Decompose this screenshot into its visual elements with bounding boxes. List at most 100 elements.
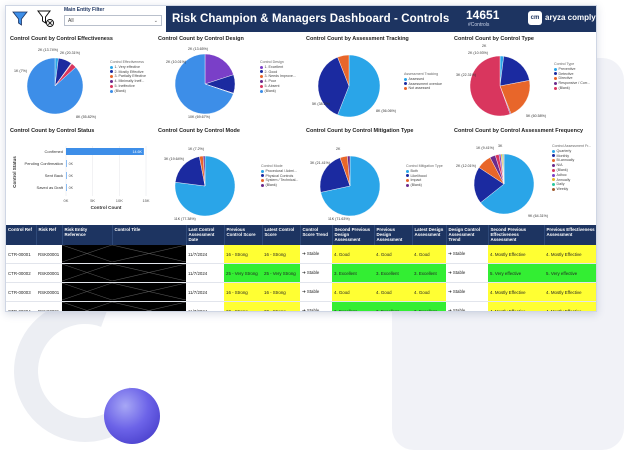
legend-item[interactable]: (Blank) [554,86,590,91]
column-header[interactable]: Design Control Assessment Trend [446,225,489,245]
pie-slice[interactable] [480,153,535,215]
page-title: Risk Champion & Managers Dashboard - Con… [172,13,450,25]
column-header[interactable]: Risk Ref [36,225,63,245]
legend-item[interactable]: Detective [554,72,590,77]
legend-item[interactable]: Directive [554,76,590,81]
legend-label: Assessed [408,76,425,81]
table-row[interactable]: CTR-00001 RSK00001 11/7/2024 16 - Strong 16 … [6,245,596,264]
table-row[interactable]: CTR-00004 RSK00001 11/7/2024 20 - Strong 20 … [6,301,596,311]
legend-item[interactable]: System / Technical... [261,178,298,183]
pie-slice[interactable] [337,54,381,118]
column-header[interactable]: Control Ref [6,225,37,245]
legend-item[interactable]: Bi-annually [552,158,591,163]
category-label: Confirmed [45,149,63,154]
legend-item[interactable]: 1. Very effective [110,65,146,70]
pie-slice[interactable] [473,167,505,203]
column-header[interactable]: Latest Design Assessment [412,225,447,245]
score-trend-cell: ➔ Stable [300,301,332,311]
legend-item[interactable]: Daily [552,182,591,187]
chart-title: Control Count by Control Assessment Freq… [454,128,584,134]
pie-slice[interactable] [347,155,351,187]
pie-slice[interactable] [499,56,530,87]
funnel-filter-button[interactable] [10,9,30,29]
legend-item[interactable]: Both [406,169,443,174]
column-header[interactable]: Previous Effectiveness Assessment [544,225,596,245]
latest-score-cell: 16 - Strong [262,245,300,264]
legend-item[interactable]: Likelihood [406,174,443,179]
chart-legend: Control Effectiveness 1. Very effective 2.… [110,60,146,94]
pie-slice[interactable] [320,155,381,217]
legend-item[interactable]: 3. Partially Effective [110,74,146,79]
legend-item[interactable]: Impact [406,178,443,183]
pie-slice[interactable] [26,57,84,115]
column-header[interactable]: Second Previous Effectiveness Assessment [488,225,545,245]
pie-slice[interactable] [204,53,234,85]
column-header[interactable]: Second Previous Design Assessment [332,225,375,245]
pie-slice[interactable] [319,157,351,193]
legend-swatch [260,84,263,88]
bar[interactable] [66,160,67,167]
legend-item[interactable]: (Blank) [260,89,296,94]
image-placeholder-icon [62,282,112,301]
bar[interactable] [66,172,67,179]
bar[interactable] [66,184,67,191]
chart-legend: Control Design 1. Excellent 2. Good 3. Need… [260,60,296,94]
legend-item[interactable]: Responsive / Corr... [554,81,590,86]
legend-item[interactable]: 2. Mostly Effective [110,70,146,75]
legend-item[interactable]: 4. Minimally Ineff... [110,79,146,84]
legend-item[interactable]: (Blank) [110,89,146,94]
risk-entity-image-cell [62,282,112,302]
legend-item[interactable]: Weekly [552,187,591,192]
table-row[interactable]: CTR-00002 RSK00001 11/7/2024 25 - Very Stro… [6,263,596,283]
category-label: Saved as Draft [37,185,64,190]
legend-item[interactable]: Assessed [404,77,442,82]
legend-item[interactable]: Quarterly [552,149,591,154]
legend-item[interactable]: 1. Excellent [260,65,296,70]
pie-slice[interactable] [317,56,350,116]
pie-slice[interactable] [175,156,206,187]
legend-item[interactable]: Not assessed [404,86,442,91]
legend-item[interactable]: Preventive [554,67,590,72]
legend-item[interactable]: 4. Poor [260,79,296,84]
legend-item[interactable]: 3. Needs Improve... [260,74,296,79]
pie-slice[interactable] [174,155,236,217]
legend-label: 2. Mostly Effective [114,69,144,74]
legend-item[interactable]: Adhoc [552,173,591,178]
legend-item[interactable]: (Blank) [261,183,298,188]
legend-item[interactable]: 5. Absent [260,84,296,89]
legend-item[interactable]: Physical Controls [261,174,298,179]
clear-filter-button[interactable] [36,9,56,29]
pie-slice[interactable] [499,80,531,115]
legend-item[interactable]: Assessment overdue [404,82,442,87]
column-header[interactable]: Control Score Trend [300,225,333,245]
legend-item[interactable]: (Blank) [552,168,591,173]
pie-slice[interactable] [469,55,511,117]
legend-item[interactable]: Annually [552,178,591,183]
pie-slice[interactable] [337,54,350,87]
column-header[interactable]: Previous Design Assessment [374,225,413,245]
pie-slice[interactable] [174,53,234,115]
pie-slice[interactable] [503,153,505,185]
legend-swatch [110,80,113,84]
column-header[interactable]: Control Title [112,225,187,245]
column-header[interactable]: Risk Entity Reference [62,225,113,245]
column-header[interactable]: Latest Control Score [262,225,301,245]
legend-item[interactable]: Procedural / Admi... [261,169,298,174]
entity-filter-select[interactable]: All ⌄ [64,15,162,26]
pie-slice[interactable] [202,155,206,187]
legend-item[interactable]: 2. Good [260,70,296,75]
legend-swatch [261,179,264,183]
bar[interactable] [66,148,144,155]
legend-item[interactable]: N/A [552,163,591,168]
legend-swatch [260,89,263,93]
legend-item[interactable]: 5. Ineffective [110,84,146,89]
legend-item[interactable]: Monthly [552,154,591,159]
legend-swatch [554,72,557,76]
legend-item[interactable]: (Blank) [406,183,443,188]
table-row[interactable]: CTR-00003 RSK00001 11/7/2024 16 - Strong 16 … [6,282,596,302]
data-label: 3K (22.31%) [456,73,476,77]
legend-label: Detective [558,71,574,76]
column-header[interactable]: Previous Control Score [224,225,263,245]
data-label: 9K (64.31%) [528,214,548,218]
column-header[interactable]: Last Control Assessment Date [186,225,225,245]
